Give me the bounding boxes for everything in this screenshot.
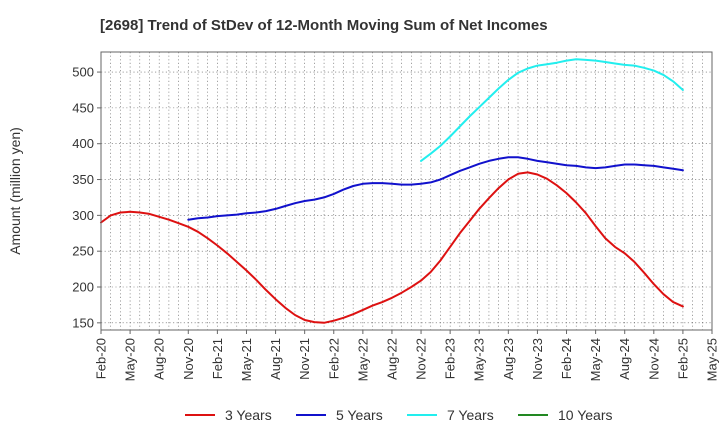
legend-label: 3 Years [225, 407, 272, 423]
chart-title: [2698] Trend of StDev of 12-Month Moving… [100, 17, 548, 34]
x-tick-label: Feb-23 [443, 338, 458, 379]
x-tick-label: Aug-22 [384, 338, 399, 380]
x-tick-label: May-24 [588, 338, 603, 381]
x-tick-label: Feb-22 [326, 338, 341, 379]
y-tick-label: 300 [72, 208, 94, 223]
legend-label: 7 Years [447, 407, 494, 423]
x-axis-ticks: Feb-20 May-20 Aug-20 Nov-20 Feb-21 May-21 Aug-… [94, 330, 720, 381]
x-tick-label: May-21 [239, 338, 254, 381]
y-tick-label: 150 [72, 315, 94, 330]
x-tick-label: Feb-24 [559, 338, 574, 379]
y-tick-label: 250 [72, 244, 94, 259]
y-axis-title: Amount (million yen) [7, 127, 23, 255]
x-tick-label: Nov-20 [181, 338, 196, 380]
x-tick-label: May-23 [472, 338, 487, 381]
x-tick-label: Nov-23 [530, 338, 545, 380]
x-tick-label: Nov-22 [414, 338, 429, 380]
y-tick-label: 350 [72, 172, 94, 187]
series-line-3-years [100, 171, 684, 324]
legend-label: 10 Years [558, 407, 613, 423]
series-line-7-years [420, 58, 684, 162]
y-axis-ticks: 150 200 250 300 350 400 450 500 [72, 65, 101, 330]
plot-frame [100, 51, 713, 331]
y-tick-label: 450 [72, 100, 94, 115]
x-tick-label: Aug-24 [617, 338, 632, 380]
x-tick-label: Feb-21 [210, 338, 225, 379]
grid-lines [100, 52, 713, 330]
series-line-5-years [187, 156, 684, 221]
x-tick-label: May-20 [123, 338, 138, 381]
x-tick-label: Aug-20 [152, 338, 167, 380]
x-tick-label: May-22 [355, 338, 370, 381]
y-tick-label: 200 [72, 280, 94, 295]
legend-label: 5 Years [336, 407, 383, 423]
legend: 3 Years 5 Years 7 Years 10 Years [185, 407, 613, 423]
x-tick-label: Feb-20 [94, 338, 109, 379]
x-tick-label: May-25 [705, 338, 720, 381]
y-tick-label: 500 [72, 65, 94, 80]
x-tick-label: Nov-24 [646, 338, 661, 380]
x-tick-label: Nov-21 [297, 338, 312, 380]
x-tick-label: Feb-25 [675, 338, 690, 379]
x-tick-label: Aug-21 [268, 338, 283, 380]
y-tick-label: 400 [72, 136, 94, 151]
x-tick-label: Aug-23 [501, 338, 516, 380]
series-lines [100, 58, 684, 324]
